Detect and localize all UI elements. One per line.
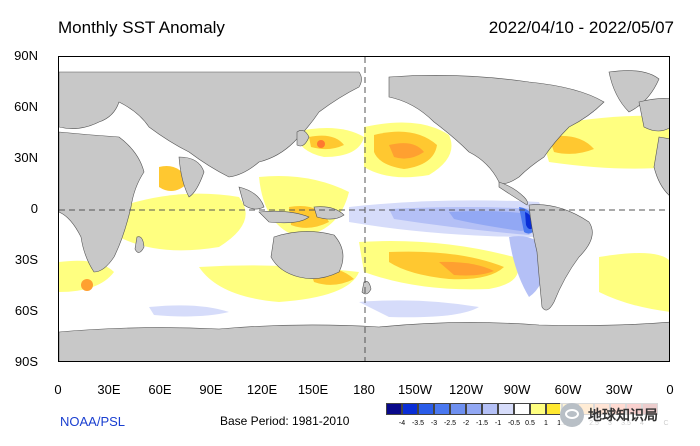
colorbar [386,403,658,415]
reference-lines [59,57,669,361]
land-masses [59,70,669,361]
lat-tick-label: 60S [14,303,38,318]
wechat-icon [560,403,584,427]
colorbar-swatch [514,403,530,415]
base-period-label: Base Period: 1981-2010 [220,414,350,428]
watermark-text: 地球知识局 [588,407,658,423]
source-label: NOAA/PSL [60,414,126,429]
lat-tick-label: 0 [30,201,38,216]
colorbar-tick-label: 0.5 [525,420,535,427]
watermark: 地球知识局 [560,400,688,430]
lat-tick-label: 30N [14,150,38,165]
colorbar-swatch [434,403,450,415]
lon-tick-label: 0 [666,382,674,397]
lon-tick-label: 30E [97,382,121,397]
colorbar-tick-label: -3.5 [411,420,425,427]
lon-tick-label: 180 [353,382,375,397]
colorbar-tick-label: -0.5 [507,420,521,427]
colorbar-swatch [466,403,482,415]
lon-tick-label: 90W [503,382,531,397]
colorbar-tick-label: -4 [398,420,406,427]
lat-tick-label: 90N [14,48,38,63]
lon-tick-label: 90E [199,382,223,397]
map-title: Monthly SST Anomaly [58,18,225,37]
colorbar-tick-label: -1 [494,420,502,427]
lon-tick-label: 150W [398,382,432,397]
colorbar-tick-label: 1 [544,420,548,427]
lat-tick-label: 30S [14,252,38,267]
lon-tick-label: 0 [54,382,62,397]
lon-tick-label: 30W [605,382,633,397]
colorbar-swatch [482,403,498,415]
colorbar-swatch [386,403,402,415]
colorbar-swatch [402,403,418,415]
sst-anomaly-map [58,56,670,362]
lat-tick-label: 60N [14,99,38,114]
colorbar-tick-label: -2.5 [443,420,457,427]
colorbar-swatch [530,403,546,415]
map-canvas [59,57,669,361]
lon-tick-label: 60W [554,382,582,397]
colorbar-swatch [450,403,466,415]
lat-tick-label: 90S [14,354,38,369]
lon-tick-label: 60E [148,382,172,397]
lon-tick-label: 150E [297,382,329,397]
colorbar-swatch [498,403,514,415]
colorbar-tick-label: -1.5 [475,420,489,427]
colorbar-swatch [418,403,434,415]
lon-tick-label: 120E [246,382,278,397]
colorbar-tick-label: -3 [430,420,438,427]
colorbar-tick-label: -2 [462,420,470,427]
lon-tick-label: 120W [449,382,483,397]
date-range: 2022/04/10 - 2022/05/07 [488,18,674,37]
